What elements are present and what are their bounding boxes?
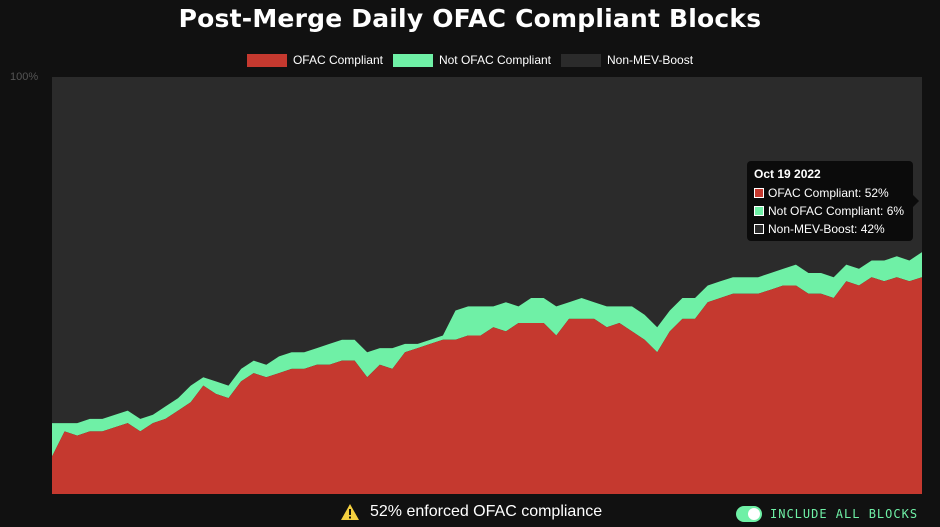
legend-label-non-mev: Non-MEV-Boost (607, 53, 694, 67)
tooltip-date: Oct 19 2022 (754, 167, 821, 181)
legend-swatch-ofac (246, 53, 287, 67)
legend-item-not-ofac[interactable]: Not OFAC Compliant (392, 53, 552, 67)
chart-tooltip: Oct 19 2022 OFAC Compliant: 52% Not OFAC… (747, 161, 919, 241)
chart-title: Post-Merge Daily OFAC Compliant Blocks (178, 4, 762, 33)
tooltip-swatch-not-ofac (754, 206, 764, 216)
chart-legend: OFAC Compliant Not OFAC Compliant Non-ME… (0, 53, 940, 67)
tooltip-row-not-ofac: Not OFAC Compliant: 6% (754, 204, 906, 218)
tooltip-label-non-mev: Non-MEV-Boost: 42% (768, 222, 885, 236)
tooltip-label-not-ofac: Not OFAC Compliant: 6% (768, 204, 905, 218)
tooltip-swatch-non-mev (754, 224, 764, 234)
legend-item-ofac[interactable]: OFAC Compliant (246, 53, 383, 67)
area-ofac-compliant[interactable] (52, 277, 922, 494)
legend-item-non-mev[interactable]: Non-MEV-Boost (561, 53, 693, 67)
toggle-switch[interactable] (736, 506, 762, 522)
compliance-summary: 52% enforced OFAC compliance (340, 503, 602, 521)
legend-label-not-ofac: Not OFAC Compliant (438, 53, 552, 67)
compliance-summary-text: 52% enforced OFAC compliance (370, 503, 603, 520)
include-all-blocks-toggle[interactable]: INCLUDE ALL BLOCKS (736, 506, 918, 522)
toggle-knob (748, 508, 760, 520)
area-not-ofac-compliant[interactable] (52, 252, 922, 457)
tooltip-row-ofac: OFAC Compliant: 52% (754, 186, 906, 200)
legend-swatch-non-mev (561, 53, 602, 67)
warning-icon (341, 504, 359, 520)
y-tick-label-100: 100% (10, 71, 38, 83)
legend-swatch-not-ofac (392, 53, 433, 67)
tooltip-swatch-ofac (754, 188, 764, 198)
tooltip-row-non-mev: Non-MEV-Boost: 42% (754, 222, 906, 236)
toggle-label[interactable]: INCLUDE ALL BLOCKS (770, 507, 919, 521)
tooltip-arrow (913, 195, 919, 207)
legend-label-ofac: OFAC Compliant (292, 53, 383, 67)
tooltip-label-ofac: OFAC Compliant: 52% (768, 186, 889, 200)
area-non-mev-boost[interactable] (52, 77, 922, 424)
